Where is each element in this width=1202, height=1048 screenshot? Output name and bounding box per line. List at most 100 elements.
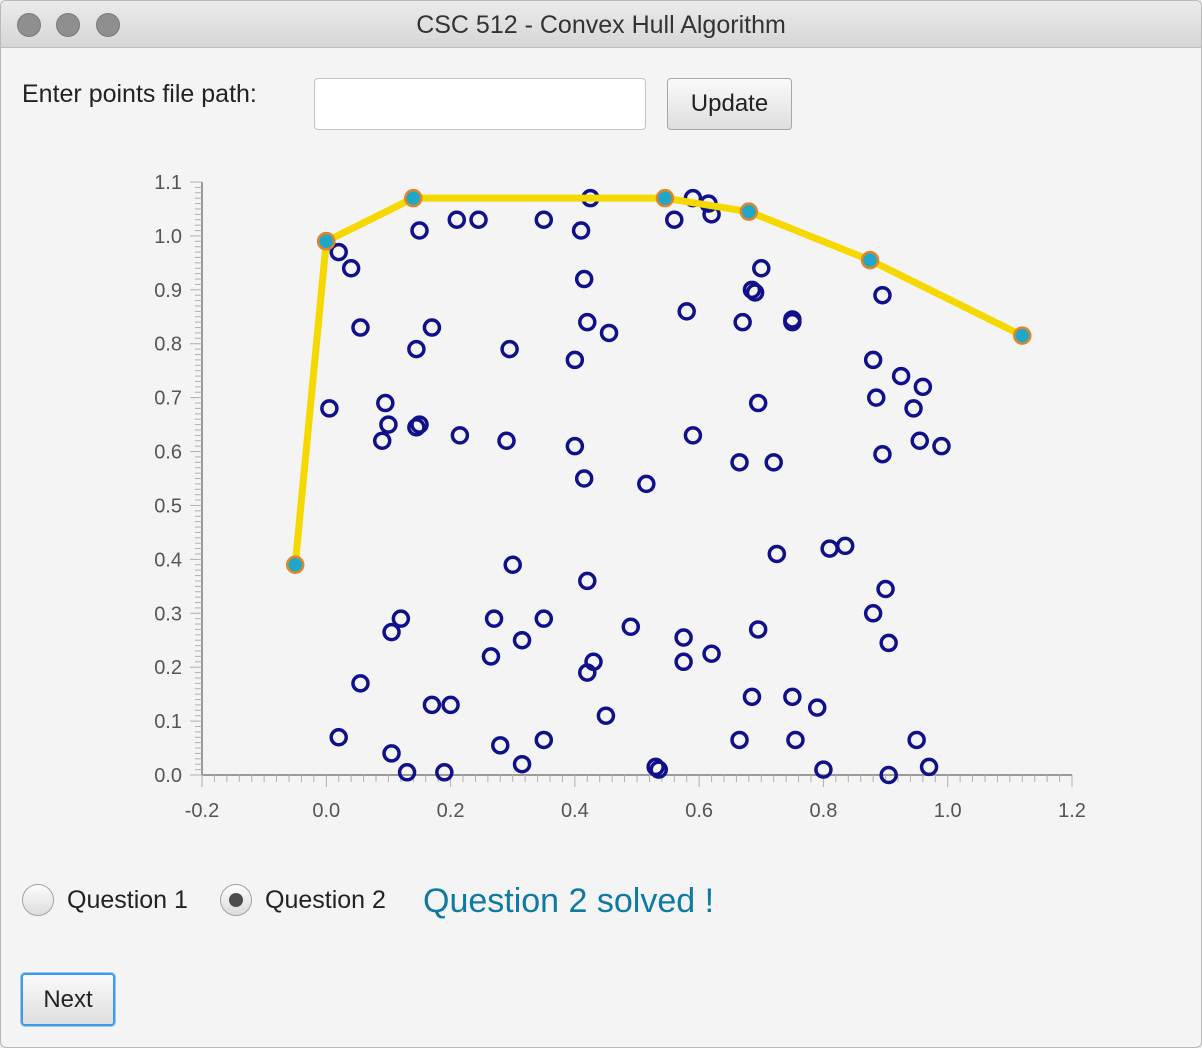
data-point [422,318,442,337]
y-tick-label: 0.4 [154,549,182,571]
data-point [329,728,348,747]
data-point [783,687,802,707]
zoom-window-button[interactable] [96,13,120,37]
data-point [745,283,765,302]
data-point [574,269,594,289]
data-point [677,302,696,321]
hull-point [285,555,305,575]
convex-hull-chart: 0.0 0.1 0.2 0.3 0.4 0.5 0.6 0.7 0.8 0.9 1.0 1.1 -0.… [154,172,1086,822]
x-tick-label: 1.0 [934,800,962,822]
data-point [733,312,752,332]
data-point [783,312,802,332]
data-point [907,730,926,750]
question-2-radio[interactable] [220,884,252,916]
y-tick-label: 0.3 [154,603,182,625]
y-tick-label: 0.9 [154,280,182,302]
y-axis: 0.0 0.1 0.2 0.3 0.4 0.5 0.6 0.7 0.8 0.9 1.0 1.1 [154,172,203,787]
y-tick-label: 0.1 [154,711,182,733]
data-point [867,388,886,407]
data-point [904,399,923,418]
data-point [764,453,783,472]
question-1-radio[interactable] [22,884,54,916]
data-point [565,350,585,370]
data-point [702,644,721,663]
x-tick-label: 0.6 [685,800,713,822]
data-point [578,312,597,332]
status-message: Question 2 solved ! [423,882,715,920]
data-point [435,763,454,782]
data-point [767,544,787,564]
hull-point [317,232,336,251]
data-point [407,418,426,437]
data-point [742,280,762,300]
next-button[interactable]: Next [21,973,115,1026]
data-point [372,431,392,451]
y-tick-label: 0.7 [154,388,182,410]
file-path-input[interactable] [314,78,646,130]
hull-point [739,202,759,221]
x-axis: -0.2 0.0 0.2 0.4 0.6 0.8 1.0 1.2 [185,774,1086,822]
x-tick-label: 0.4 [561,800,589,822]
minimize-window-button[interactable] [56,13,80,37]
data-point [512,630,532,650]
data-point [447,210,467,229]
data-point [683,426,703,445]
close-window-button[interactable] [17,13,41,37]
x-tick-label: 0.8 [810,800,838,822]
data-point [500,339,519,359]
data-point [863,350,883,370]
y-tick-label: 0.8 [154,334,182,356]
data-point [571,221,591,240]
data-point [621,617,641,636]
data-point [410,415,429,434]
data-point [748,393,768,413]
data-point [320,399,339,418]
data-point [584,652,603,672]
file-path-label: Enter points file path: [22,80,257,108]
data-point [674,652,693,672]
data-point [879,765,898,785]
data-point [863,604,883,623]
data-point [481,647,501,666]
update-button[interactable]: Update [667,78,792,130]
data-point [503,555,522,575]
data-point [450,426,470,445]
data-point [534,609,554,628]
point-series [317,188,951,785]
data-point [674,628,693,647]
y-tick-label: 0.6 [154,442,182,464]
data-point [742,687,762,707]
data-point [786,730,805,750]
data-point [913,377,933,397]
data-point [730,453,749,472]
data-point [351,674,370,693]
x-tick-label: -0.2 [185,800,219,822]
data-point [646,757,665,777]
y-tick-label: 1.1 [154,172,182,194]
data-point [807,698,827,717]
hull-point [860,250,880,270]
x-tick-label: 1.2 [1058,800,1086,822]
data-point [649,760,668,779]
data-point [876,579,895,599]
data-point [873,444,892,464]
question-2-label[interactable]: Question 2 [265,886,386,914]
x-tick-label: 0.0 [312,800,340,822]
data-point [599,323,619,343]
data-point [578,571,597,591]
data-point [391,609,411,628]
data-point [341,259,361,278]
data-point [534,210,554,229]
data-point [891,366,911,386]
data-point [382,622,401,642]
question-1-label[interactable]: Question 1 [67,886,188,914]
data-point [910,431,929,451]
data-point [376,393,395,413]
data-point [879,633,898,653]
y-tick-label: 0.5 [154,495,182,517]
data-point [407,339,426,359]
data-point [574,469,594,488]
hull-point [1013,326,1032,345]
data-point [596,706,616,725]
